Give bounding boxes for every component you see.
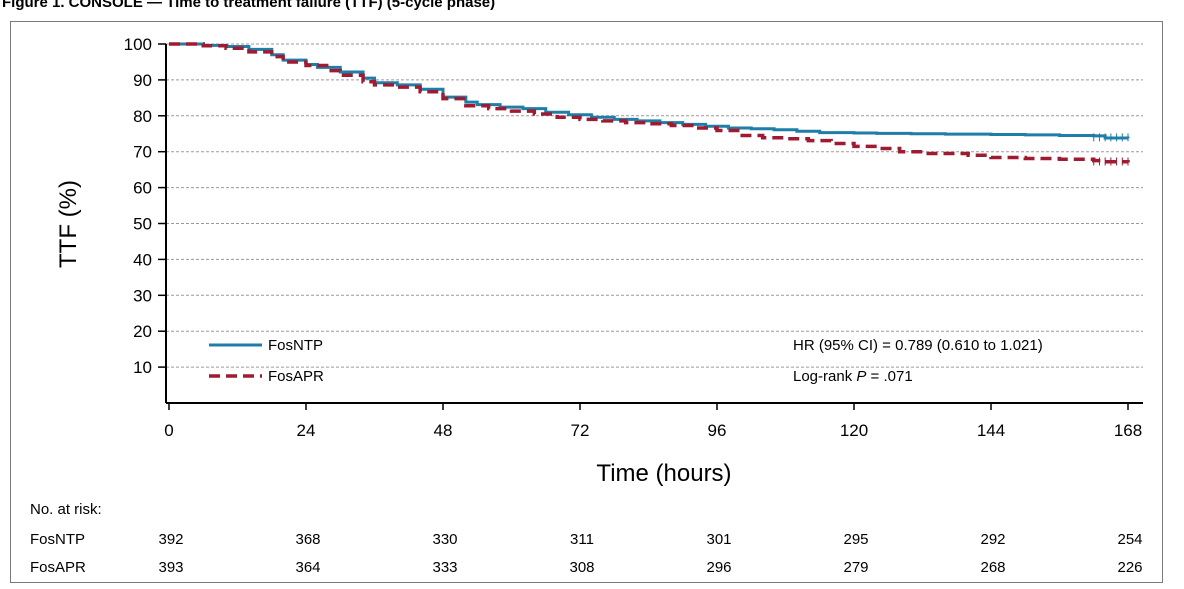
y-axis-label: TTF (%) [55, 180, 82, 268]
risk-value-fosapr: 333 [432, 559, 457, 576]
x-tick-label-72: 72 [571, 421, 590, 440]
x-tick-label-144: 144 [977, 421, 1005, 440]
y-tick-label-40: 40 [133, 250, 152, 269]
y-tick-labels: 10 20 30 40 50 60 70 80 90 100 [124, 35, 166, 377]
risk-row-label-fosapr: FosAPR [30, 559, 86, 576]
y-tick-label-50: 50 [133, 215, 152, 234]
risk-value-fosntp: 292 [980, 531, 1005, 548]
series-line-fosntp [169, 42, 1130, 140]
risk-value-fosntp: 295 [843, 531, 868, 548]
x-tick-label-24: 24 [297, 421, 316, 440]
legend-label-fosapr: FosAPR [268, 368, 324, 385]
risk-value-fosapr: 279 [843, 559, 868, 576]
risk-value-fosapr: 226 [1117, 559, 1142, 576]
risk-value-fosapr: 364 [295, 559, 320, 576]
y-tick-label-10: 10 [133, 358, 152, 377]
x-tick-labels: 0 24 48 72 96 120 144 168 [164, 403, 1142, 440]
risk-values: 392 368 330 311 301 295 292 254 393 364 333 308 296 2… [158, 531, 1142, 576]
y-tick-label-20: 20 [133, 322, 152, 341]
legend: FosNTP FosAPR [209, 337, 324, 385]
x-tick-label-0: 0 [164, 421, 173, 440]
risk-value-fosapr: 308 [569, 559, 594, 576]
risk-value-fosapr: 296 [706, 559, 731, 576]
risk-value-fosntp: 311 [570, 531, 594, 548]
risk-value-fosntp: 330 [432, 531, 457, 548]
figure-title: Figure 1. CONSOLE — Time to treatment fa… [2, 0, 496, 11]
risk-table-title: No. at risk: [30, 501, 102, 518]
logrank-annotation: Log-rank P = .071 [793, 368, 913, 385]
x-tick-label-48: 48 [434, 421, 453, 440]
x-tick-label-168: 168 [1114, 421, 1142, 440]
y-tick-label-70: 70 [133, 143, 152, 162]
risk-value-fosntp: 392 [158, 531, 183, 548]
y-tick-label-90: 90 [133, 71, 152, 90]
y-tick-label-30: 30 [133, 286, 152, 305]
risk-row-label-fosntp: FosNTP [30, 531, 85, 548]
y-tick-label-60: 60 [133, 179, 152, 198]
x-tick-label-96: 96 [708, 421, 727, 440]
risk-value-fosntp: 368 [295, 531, 320, 548]
risk-value-fosapr: 393 [158, 559, 183, 576]
legend-label-fosntp: FosNTP [268, 337, 323, 354]
gridlines [166, 43, 1143, 368]
risk-value-fosntp: 254 [1117, 531, 1142, 548]
risk-value-fosapr: 268 [980, 559, 1005, 576]
x-axis-label: Time (hours) [596, 460, 731, 487]
survival-curves [169, 42, 1130, 166]
y-tick-label-100: 100 [124, 35, 152, 54]
risk-value-fosntp: 301 [706, 531, 731, 548]
y-tick-label-80: 80 [133, 107, 152, 126]
risk-table: No. at risk: FosNTP FosAPR 392 368 330 311 3… [30, 501, 1143, 576]
x-tick-label-120: 120 [840, 421, 868, 440]
series-line-fosapr [169, 42, 1130, 164]
hazard-ratio-annotation: HR (95% CI) = 0.789 (0.610 to 1.021) [793, 337, 1043, 354]
figure-frame [10, 21, 1163, 583]
